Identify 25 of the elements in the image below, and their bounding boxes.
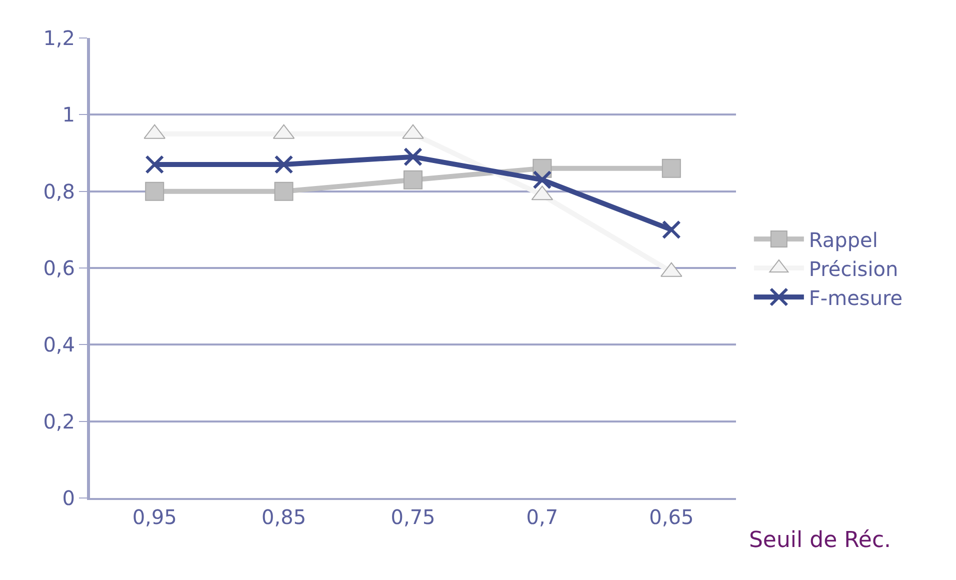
y-tick-label: 0,4 [43, 332, 75, 357]
point [145, 155, 164, 174]
y-tick-label: 0 [62, 486, 75, 510]
y-tick-label: 1,2 [43, 26, 75, 50]
x-tick-label: 0,7 [526, 505, 558, 529]
point [662, 220, 681, 240]
point [404, 170, 422, 190]
y-tick-label: 0,6 [43, 256, 75, 280]
point [274, 182, 294, 201]
point [532, 170, 552, 190]
x-tick-label: 0,65 [649, 505, 694, 529]
point [274, 155, 294, 174]
point [145, 182, 164, 201]
legend-label: Rappel [808, 228, 878, 252]
legend-label: Précision [808, 256, 898, 281]
x-tick-label: 0,95 [132, 505, 177, 529]
point [662, 158, 681, 178]
x-tick-label: 0,75 [390, 505, 436, 529]
y-tick-label: 0,8 [43, 179, 75, 204]
y-tick-label: 1 [62, 102, 75, 127]
legend-label: F-mesure [808, 286, 903, 310]
point [404, 147, 422, 166]
x-axis-title: Seuil de Réc. [748, 528, 892, 553]
x-tick-label: 0,85 [262, 505, 306, 529]
y-tick-label: 0,2 [43, 409, 75, 434]
